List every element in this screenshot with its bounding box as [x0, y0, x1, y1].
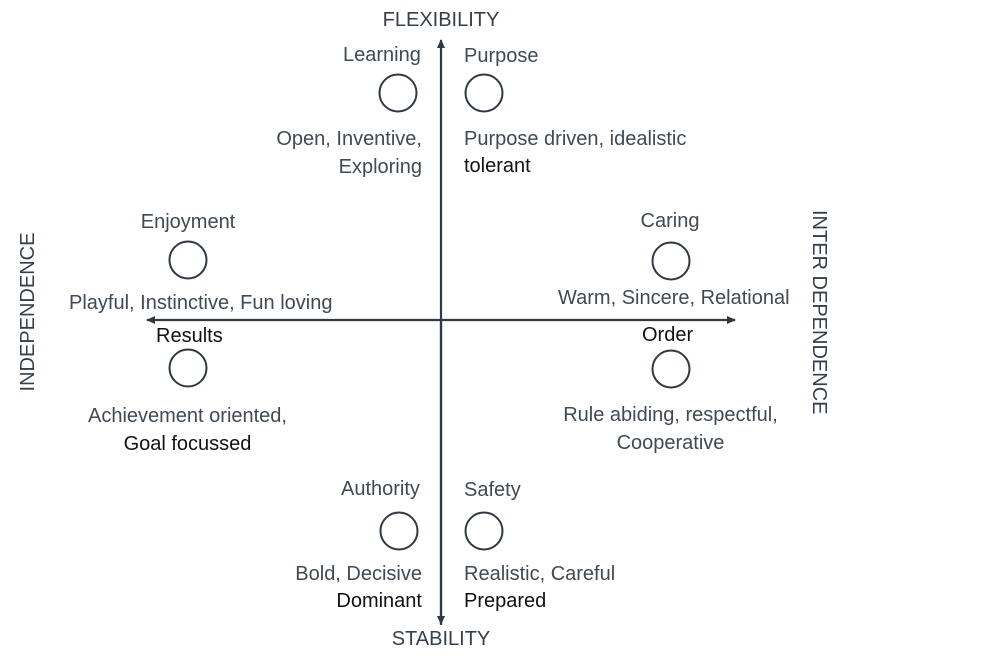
authority-title: Authority	[341, 478, 420, 500]
results-title: Results	[156, 325, 223, 347]
order-traits-line2: Cooperative	[616, 432, 725, 454]
learning-traits-line2: Exploring	[338, 156, 422, 178]
axis-label-top: FLEXIBILITY	[382, 9, 500, 31]
results-traits-line1: Achievement oriented,	[87, 405, 287, 427]
enjoyment-traits: Playful, Instinctive, Fun loving	[69, 292, 333, 314]
axis-label-right: INTER DEPENDENCE	[808, 210, 830, 415]
purpose-traits-line2: tolerant	[464, 155, 531, 177]
learning-title: Learning	[343, 44, 421, 66]
safety-traits-line1: Realistic, Careful	[464, 563, 616, 585]
safety-title: Safety	[464, 479, 521, 501]
enjoyment-title: Enjoyment	[140, 211, 236, 233]
axis-label-bottom: STABILITY	[391, 628, 491, 650]
learning-traits-line1: Open, Inventive,	[276, 128, 422, 150]
caring-title: Caring	[640, 210, 700, 232]
enjoyment-circle-icon	[168, 240, 208, 280]
purpose-traits-line1: Purpose driven, idealistic	[464, 128, 687, 150]
safety-circle-icon	[464, 511, 504, 551]
authority-traits-line2: Dominant	[336, 590, 422, 612]
caring-circle-icon	[651, 241, 691, 281]
results-circle-icon	[168, 348, 208, 388]
learning-circle-icon	[378, 73, 418, 113]
results-traits-line2: Goal focussed	[123, 433, 252, 455]
purpose-title: Purpose	[464, 45, 539, 67]
safety-traits-line2: Prepared	[464, 590, 547, 612]
caring-traits: Warm, Sincere, Relational	[558, 287, 790, 309]
axis-label-left: INDEPENDENCE	[17, 232, 39, 392]
order-title: Order	[642, 324, 694, 346]
order-circle-icon	[651, 349, 691, 389]
order-traits-line1: Rule abiding, respectful,	[563, 404, 778, 426]
purpose-circle-icon	[464, 73, 504, 113]
authority-traits-line1: Bold, Decisive	[295, 563, 422, 585]
authority-circle-icon	[379, 511, 419, 551]
